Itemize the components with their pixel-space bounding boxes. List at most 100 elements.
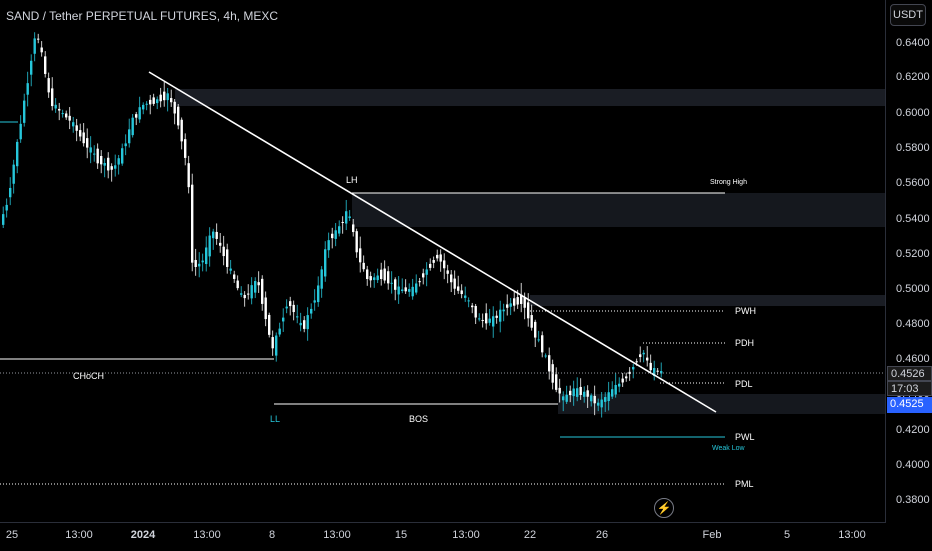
candle-body xyxy=(541,335,544,353)
pdh-label: PDH xyxy=(735,338,755,348)
candle-body xyxy=(569,390,572,396)
price-tick: 0.4000 xyxy=(896,459,930,471)
candle-body xyxy=(159,94,162,102)
candle-body xyxy=(397,286,400,295)
candle-body xyxy=(320,269,323,289)
candle-body xyxy=(243,294,246,299)
pdl-label: PDL xyxy=(735,379,753,389)
candle-body xyxy=(89,147,92,153)
candle-body xyxy=(523,296,526,308)
candle-body xyxy=(352,224,355,233)
currency-button[interactable]: USDT xyxy=(890,4,926,26)
candle-body xyxy=(317,285,320,303)
candle-body xyxy=(611,389,614,397)
candle-body xyxy=(520,294,523,304)
candle-body xyxy=(240,293,243,295)
candle-body xyxy=(635,361,638,363)
candle-body xyxy=(327,240,330,251)
candle-body xyxy=(516,297,519,305)
price-tick: 0.4200 xyxy=(896,424,930,436)
candle-body xyxy=(226,249,229,267)
candle-body xyxy=(614,384,617,395)
candle-body xyxy=(481,319,484,321)
candle-body xyxy=(145,103,148,105)
candle-body xyxy=(394,279,397,290)
candle-body xyxy=(348,216,351,219)
pwl-label: PWL xyxy=(735,432,755,442)
candle-body xyxy=(390,282,393,284)
trendline[interactable] xyxy=(148,71,717,413)
candle-body xyxy=(121,148,124,164)
candle-body xyxy=(464,295,467,298)
candle-body xyxy=(75,125,78,131)
candle-body xyxy=(72,122,75,127)
candle-body xyxy=(9,187,12,198)
candle-body xyxy=(642,352,645,355)
candle-body xyxy=(548,355,551,372)
candle-body xyxy=(37,38,40,40)
candle-body xyxy=(152,97,155,104)
price-tick: 0.5600 xyxy=(896,177,930,189)
candle-body xyxy=(282,317,285,322)
pwh-label: PWH xyxy=(735,306,756,316)
candle-body xyxy=(2,214,5,225)
candle-body xyxy=(600,399,603,408)
chart-title: SAND / Tether PERPETUAL FUTURES, 4h, MEX… xyxy=(6,9,279,23)
candle-body xyxy=(233,274,236,279)
candle-body xyxy=(341,221,344,223)
candle-body xyxy=(366,269,369,280)
candle-body xyxy=(194,259,197,268)
candle-body xyxy=(261,278,264,304)
candle-body xyxy=(362,262,365,270)
candle-body xyxy=(474,305,477,318)
candle-body xyxy=(131,117,134,136)
candle-body xyxy=(306,315,309,330)
candle-body xyxy=(492,316,495,327)
candle-body xyxy=(618,383,621,387)
candle-body xyxy=(86,138,89,148)
candle-body xyxy=(432,260,435,263)
candle-body xyxy=(401,289,404,291)
candle-body xyxy=(446,270,449,274)
weak-low-label: Weak Low xyxy=(712,445,745,452)
candle-body xyxy=(604,397,607,402)
candle-body xyxy=(103,163,106,166)
time-tick: 22 xyxy=(523,529,537,541)
candle-body xyxy=(383,268,386,281)
pml-label: PML xyxy=(735,479,754,489)
time-tick: 5 xyxy=(783,529,791,541)
candle-body xyxy=(478,318,481,320)
price-scale[interactable] xyxy=(885,0,932,522)
candle-body xyxy=(530,315,533,328)
candle-body xyxy=(40,47,43,53)
candle-body xyxy=(324,249,327,277)
candle-body xyxy=(355,231,358,253)
candle-body xyxy=(425,269,428,275)
candle-body xyxy=(16,141,19,167)
strong-high-zone xyxy=(352,193,886,227)
candle-body xyxy=(198,263,201,267)
candle-body xyxy=(537,339,540,341)
candle-body xyxy=(201,260,204,263)
candle-body xyxy=(303,320,306,329)
candle-body xyxy=(236,280,239,289)
candle-body xyxy=(138,107,141,120)
candle-body xyxy=(61,113,64,115)
candle-body xyxy=(509,303,512,307)
candle-body xyxy=(68,115,71,121)
time-tick: 8 xyxy=(268,529,276,541)
candle-body xyxy=(621,378,624,383)
candle-body xyxy=(331,233,334,239)
time-scale[interactable] xyxy=(0,522,886,551)
chart-canvas[interactable] xyxy=(0,0,886,522)
candle-body xyxy=(254,281,257,293)
candle-body xyxy=(12,164,15,184)
candle-body xyxy=(100,156,103,165)
candle-body xyxy=(23,100,26,123)
pwh-zone xyxy=(530,295,886,306)
candle-body xyxy=(184,139,187,158)
candle-body xyxy=(292,304,295,313)
price-tick: 0.6400 xyxy=(896,37,930,49)
candle-body xyxy=(47,78,50,93)
lightning-icon[interactable]: ⚡ xyxy=(654,498,674,518)
